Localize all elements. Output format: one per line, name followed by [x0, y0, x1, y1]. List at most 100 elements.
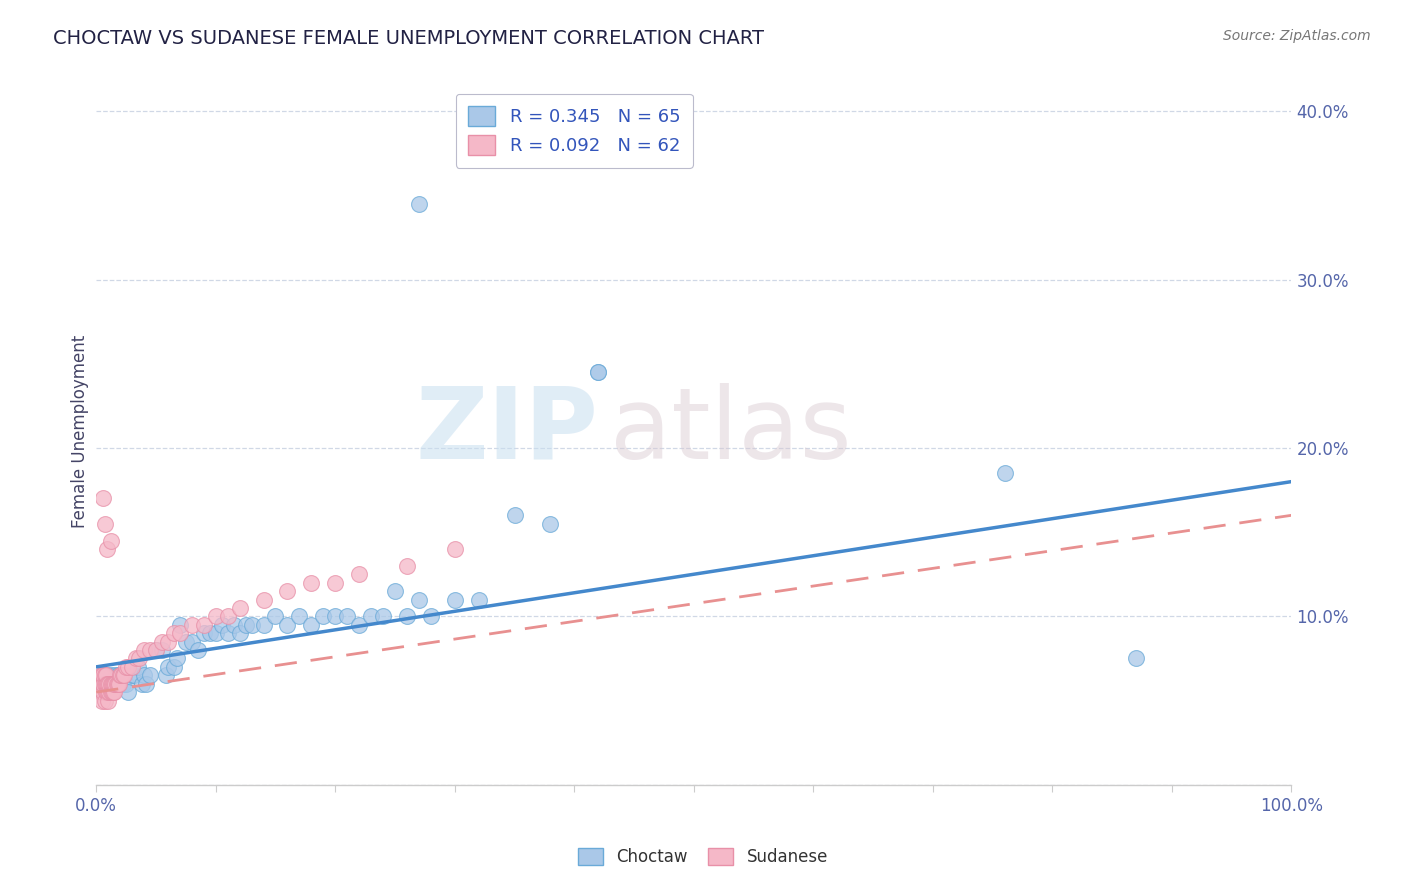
Text: ZIP: ZIP [415, 383, 598, 480]
Point [240, 617, 263, 632]
Point [98, 676, 121, 690]
Legend: R = 0.345   N = 65, R = 0.092   N = 62: R = 0.345 N = 65, R = 0.092 N = 62 [456, 94, 693, 168]
Point [91, 676, 114, 690]
Point [131, 676, 153, 690]
Point [103, 685, 125, 699]
Point [193, 626, 215, 640]
Point [166, 651, 188, 665]
Point [135, 676, 157, 690]
Point [187, 643, 209, 657]
Point [107, 668, 129, 682]
Point [117, 660, 139, 674]
Point [323, 575, 346, 590]
Point [276, 617, 298, 632]
Point [103, 676, 125, 690]
Point [93, 693, 115, 707]
Point [117, 685, 139, 699]
Text: CHOCTAW VS SUDANESE FEMALE UNEMPLOYMENT CORRELATION CHART: CHOCTAW VS SUDANESE FEMALE UNEMPLOYMENT … [53, 29, 765, 47]
Point [93, 676, 115, 690]
Point [97, 676, 120, 690]
Point [105, 676, 128, 690]
Point [288, 609, 311, 624]
Point [163, 626, 186, 640]
Point [395, 558, 418, 573]
Point [132, 643, 155, 657]
Point [384, 584, 406, 599]
Point [228, 626, 250, 640]
Point [538, 516, 561, 531]
Point [108, 676, 131, 690]
Point [91, 668, 114, 682]
Point [443, 541, 465, 556]
Point [93, 668, 115, 682]
Point [169, 617, 191, 632]
Point [503, 508, 526, 523]
Point [110, 668, 132, 682]
Point [100, 668, 122, 682]
Point [127, 660, 149, 674]
Point [96, 676, 118, 690]
Point [174, 634, 197, 648]
Point [235, 617, 257, 632]
Point [467, 592, 489, 607]
Point [90, 668, 112, 682]
Point [90, 685, 112, 699]
Point [97, 676, 120, 690]
Point [145, 643, 167, 657]
Point [93, 676, 115, 690]
Point [111, 676, 134, 690]
Point [276, 584, 298, 599]
Point [98, 676, 121, 690]
Point [155, 668, 177, 682]
Point [124, 651, 146, 665]
Point [94, 685, 117, 699]
Point [104, 668, 127, 682]
Point [204, 609, 226, 624]
Point [112, 668, 135, 682]
Point [121, 668, 143, 682]
Point [91, 676, 114, 690]
Point [408, 196, 430, 211]
Text: atlas: atlas [610, 383, 852, 480]
Point [312, 609, 335, 624]
Point [93, 668, 115, 682]
Point [101, 676, 124, 690]
Point [94, 685, 117, 699]
Point [228, 601, 250, 615]
Point [98, 685, 121, 699]
Point [217, 626, 239, 640]
Point [1125, 651, 1147, 665]
Point [222, 617, 245, 632]
Point [299, 575, 322, 590]
Point [124, 668, 146, 682]
Point [94, 676, 117, 690]
Point [108, 668, 131, 682]
Point [139, 668, 162, 682]
Point [145, 643, 167, 657]
Point [103, 676, 125, 690]
Point [89, 676, 111, 690]
Point [264, 609, 287, 624]
Point [419, 609, 441, 624]
Text: Source: ZipAtlas.com: Source: ZipAtlas.com [1223, 29, 1371, 43]
Point [97, 685, 120, 699]
Point [97, 685, 120, 699]
Point [150, 643, 173, 657]
Point [91, 693, 114, 707]
Point [94, 668, 117, 682]
Point [139, 643, 162, 657]
Point [150, 634, 173, 648]
Point [100, 685, 122, 699]
Point [443, 592, 465, 607]
Point [347, 567, 370, 582]
Point [128, 651, 150, 665]
Point [121, 660, 143, 674]
Point [156, 634, 179, 648]
Point [100, 685, 122, 699]
Point [115, 660, 138, 674]
Point [180, 634, 202, 648]
Point [107, 676, 129, 690]
Point [323, 609, 346, 624]
Point [100, 685, 122, 699]
Point [193, 617, 215, 632]
